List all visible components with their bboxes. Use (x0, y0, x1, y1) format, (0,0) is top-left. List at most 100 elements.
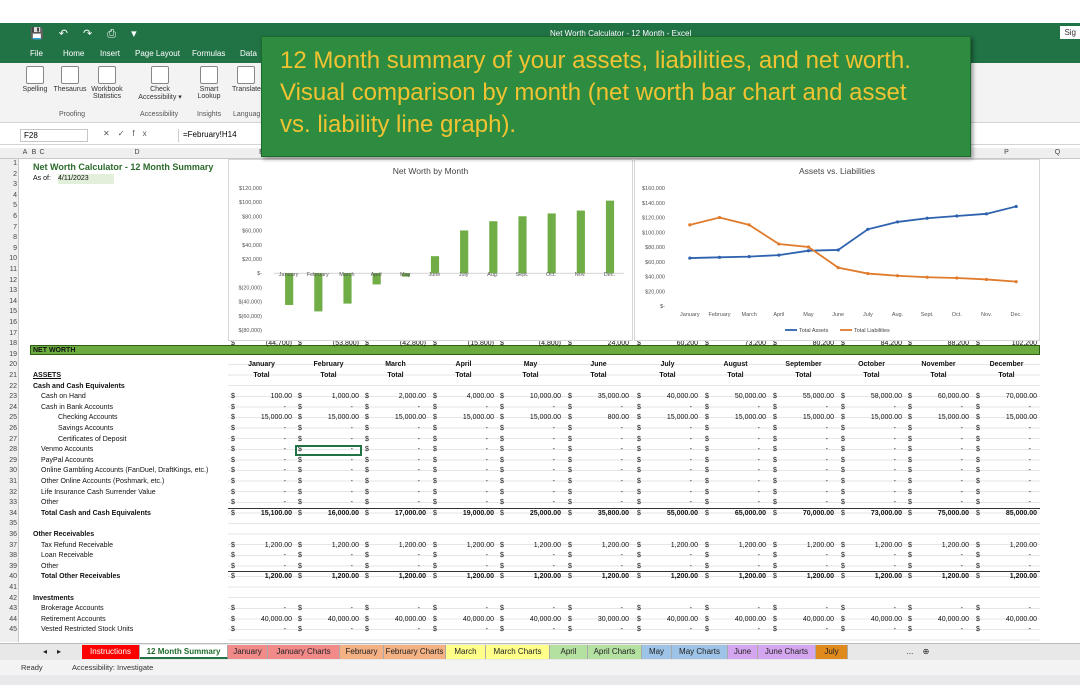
currency-symbol[interactable]: $ (773, 552, 777, 560)
amount-cell[interactable]: - (620, 425, 623, 432)
total-header[interactable]: Total (320, 372, 337, 379)
amount-cell[interactable]: 70,000.00 (802, 509, 834, 517)
currency-symbol[interactable]: $ (637, 340, 641, 348)
currency-symbol[interactable]: $ (433, 403, 437, 411)
amount-cell[interactable]: 4,000.00 (466, 393, 494, 401)
currency-symbol[interactable]: $ (908, 414, 912, 422)
currency-symbol[interactable]: $ (568, 488, 572, 496)
currency-symbol[interactable]: $ (773, 393, 777, 401)
amount-cell[interactable]: - (757, 488, 760, 496)
amount-cell[interactable]: - (350, 403, 353, 411)
currency-symbol[interactable]: $ (841, 467, 845, 475)
amount-cell[interactable]: 1,200.00 (533, 541, 561, 549)
currency-symbol[interactable]: $ (568, 456, 572, 464)
amount-cell[interactable]: 55,000.00 (666, 509, 698, 517)
amount-cell[interactable]: - (757, 552, 760, 560)
currency-symbol[interactable]: $ (433, 552, 437, 560)
currency-symbol[interactable]: $ (500, 467, 504, 475)
amount-cell[interactable]: 100.00 (270, 393, 292, 401)
currency-symbol[interactable]: $ (637, 456, 641, 464)
sheet-tab[interactable]: May (642, 645, 672, 659)
currency-symbol[interactable]: $ (841, 552, 845, 560)
row-header[interactable]: 37 (9, 541, 17, 549)
currency-symbol[interactable]: $ (705, 626, 709, 634)
amount-cell[interactable]: - (825, 552, 828, 560)
amount-cell[interactable]: - (417, 403, 420, 411)
amount-cell[interactable]: - (825, 456, 828, 464)
currency-symbol[interactable]: $ (365, 403, 369, 411)
currency-symbol[interactable]: $ (365, 340, 369, 348)
amount-cell[interactable]: 15,000.00 (937, 414, 969, 422)
currency-symbol[interactable]: $ (298, 435, 302, 443)
amount-cell[interactable]: 15,000.00 (1005, 414, 1037, 422)
amount-cell[interactable]: - (960, 403, 963, 411)
amount-cell[interactable]: - (1028, 456, 1031, 464)
row-label[interactable]: PayPal Accounts (41, 456, 94, 464)
currency-symbol[interactable]: $ (773, 456, 777, 464)
row-header[interactable]: 7 (13, 223, 17, 231)
currency-symbol[interactable]: $ (976, 488, 980, 496)
total-header[interactable]: Total (253, 372, 270, 379)
total-header[interactable]: Total (727, 372, 744, 379)
amount-cell[interactable]: 2,000.00 (398, 393, 426, 401)
row-header[interactable]: 27 (9, 435, 17, 443)
currency-symbol[interactable]: $ (773, 403, 777, 411)
currency-symbol[interactable]: $ (231, 393, 235, 401)
amount-cell[interactable]: - (1028, 435, 1031, 443)
currency-symbol[interactable]: $ (773, 340, 777, 348)
amount-cell[interactable]: - (350, 456, 353, 464)
amount-cell[interactable]: - (893, 456, 896, 464)
amount-cell[interactable]: - (552, 467, 555, 475)
currency-symbol[interactable]: $ (705, 393, 709, 401)
currency-symbol[interactable]: $ (365, 456, 369, 464)
net-worth-value[interactable]: 73,200 (744, 340, 766, 348)
amount-cell[interactable]: 15,000.00 (802, 414, 834, 422)
fx-icon[interactable]: ✕✓fx (103, 129, 155, 138)
row-label[interactable]: Tax Refund Receivable (41, 541, 113, 549)
amount-cell[interactable]: 85,000.00 (1005, 509, 1037, 517)
amount-cell[interactable]: - (552, 562, 555, 570)
sheet-tab[interactable]: June (728, 645, 758, 659)
row-header[interactable]: 22 (9, 382, 17, 390)
currency-symbol[interactable]: $ (433, 509, 437, 517)
row-header[interactable]: 16 (9, 319, 17, 326)
total-header[interactable]: Total (930, 372, 947, 379)
currency-symbol[interactable]: $ (841, 605, 845, 613)
currency-symbol[interactable]: $ (908, 573, 912, 581)
currency-symbol[interactable]: $ (365, 552, 369, 560)
amount-cell[interactable]: - (757, 562, 760, 570)
amount-cell[interactable]: - (283, 446, 286, 454)
currency-symbol[interactable]: $ (976, 573, 980, 581)
currency-symbol[interactable]: $ (841, 509, 845, 517)
amount-cell[interactable]: 1,200.00 (264, 573, 292, 581)
row-header[interactable]: 20 (9, 361, 17, 369)
amount-cell[interactable]: - (960, 488, 963, 496)
amount-cell[interactable]: - (757, 425, 760, 432)
sheet-tab[interactable]: February (340, 645, 384, 659)
currency-symbol[interactable]: $ (231, 467, 235, 475)
currency-symbol[interactable]: $ (773, 541, 777, 549)
amount-cell[interactable]: - (552, 435, 555, 443)
amount-cell[interactable]: - (1028, 478, 1031, 485)
currency-symbol[interactable]: $ (298, 403, 302, 411)
amount-cell[interactable]: - (417, 488, 420, 496)
tab-formulas[interactable]: Formulas (192, 49, 226, 58)
month-header[interactable]: July (660, 361, 675, 369)
currency-symbol[interactable]: $ (841, 425, 845, 432)
amount-cell[interactable]: 1,200.00 (941, 541, 969, 549)
amount-cell[interactable]: 15,100.00 (260, 509, 292, 517)
currency-symbol[interactable]: $ (773, 605, 777, 613)
currency-symbol[interactable]: $ (976, 626, 980, 634)
amount-cell[interactable]: - (689, 478, 692, 485)
amount-cell[interactable]: - (417, 562, 420, 570)
currency-symbol[interactable]: $ (433, 340, 437, 348)
month-header[interactable]: October (858, 361, 885, 369)
amount-cell[interactable]: - (825, 446, 828, 454)
amount-cell[interactable]: - (893, 626, 896, 634)
currency-symbol[interactable]: $ (568, 605, 572, 613)
currency-symbol[interactable]: $ (568, 509, 572, 517)
currency-symbol[interactable]: $ (637, 626, 641, 634)
tab-home[interactable]: Home (63, 49, 85, 58)
currency-symbol[interactable]: $ (433, 414, 437, 422)
sheet-tab[interactable]: 12 Month Summary (140, 645, 228, 659)
